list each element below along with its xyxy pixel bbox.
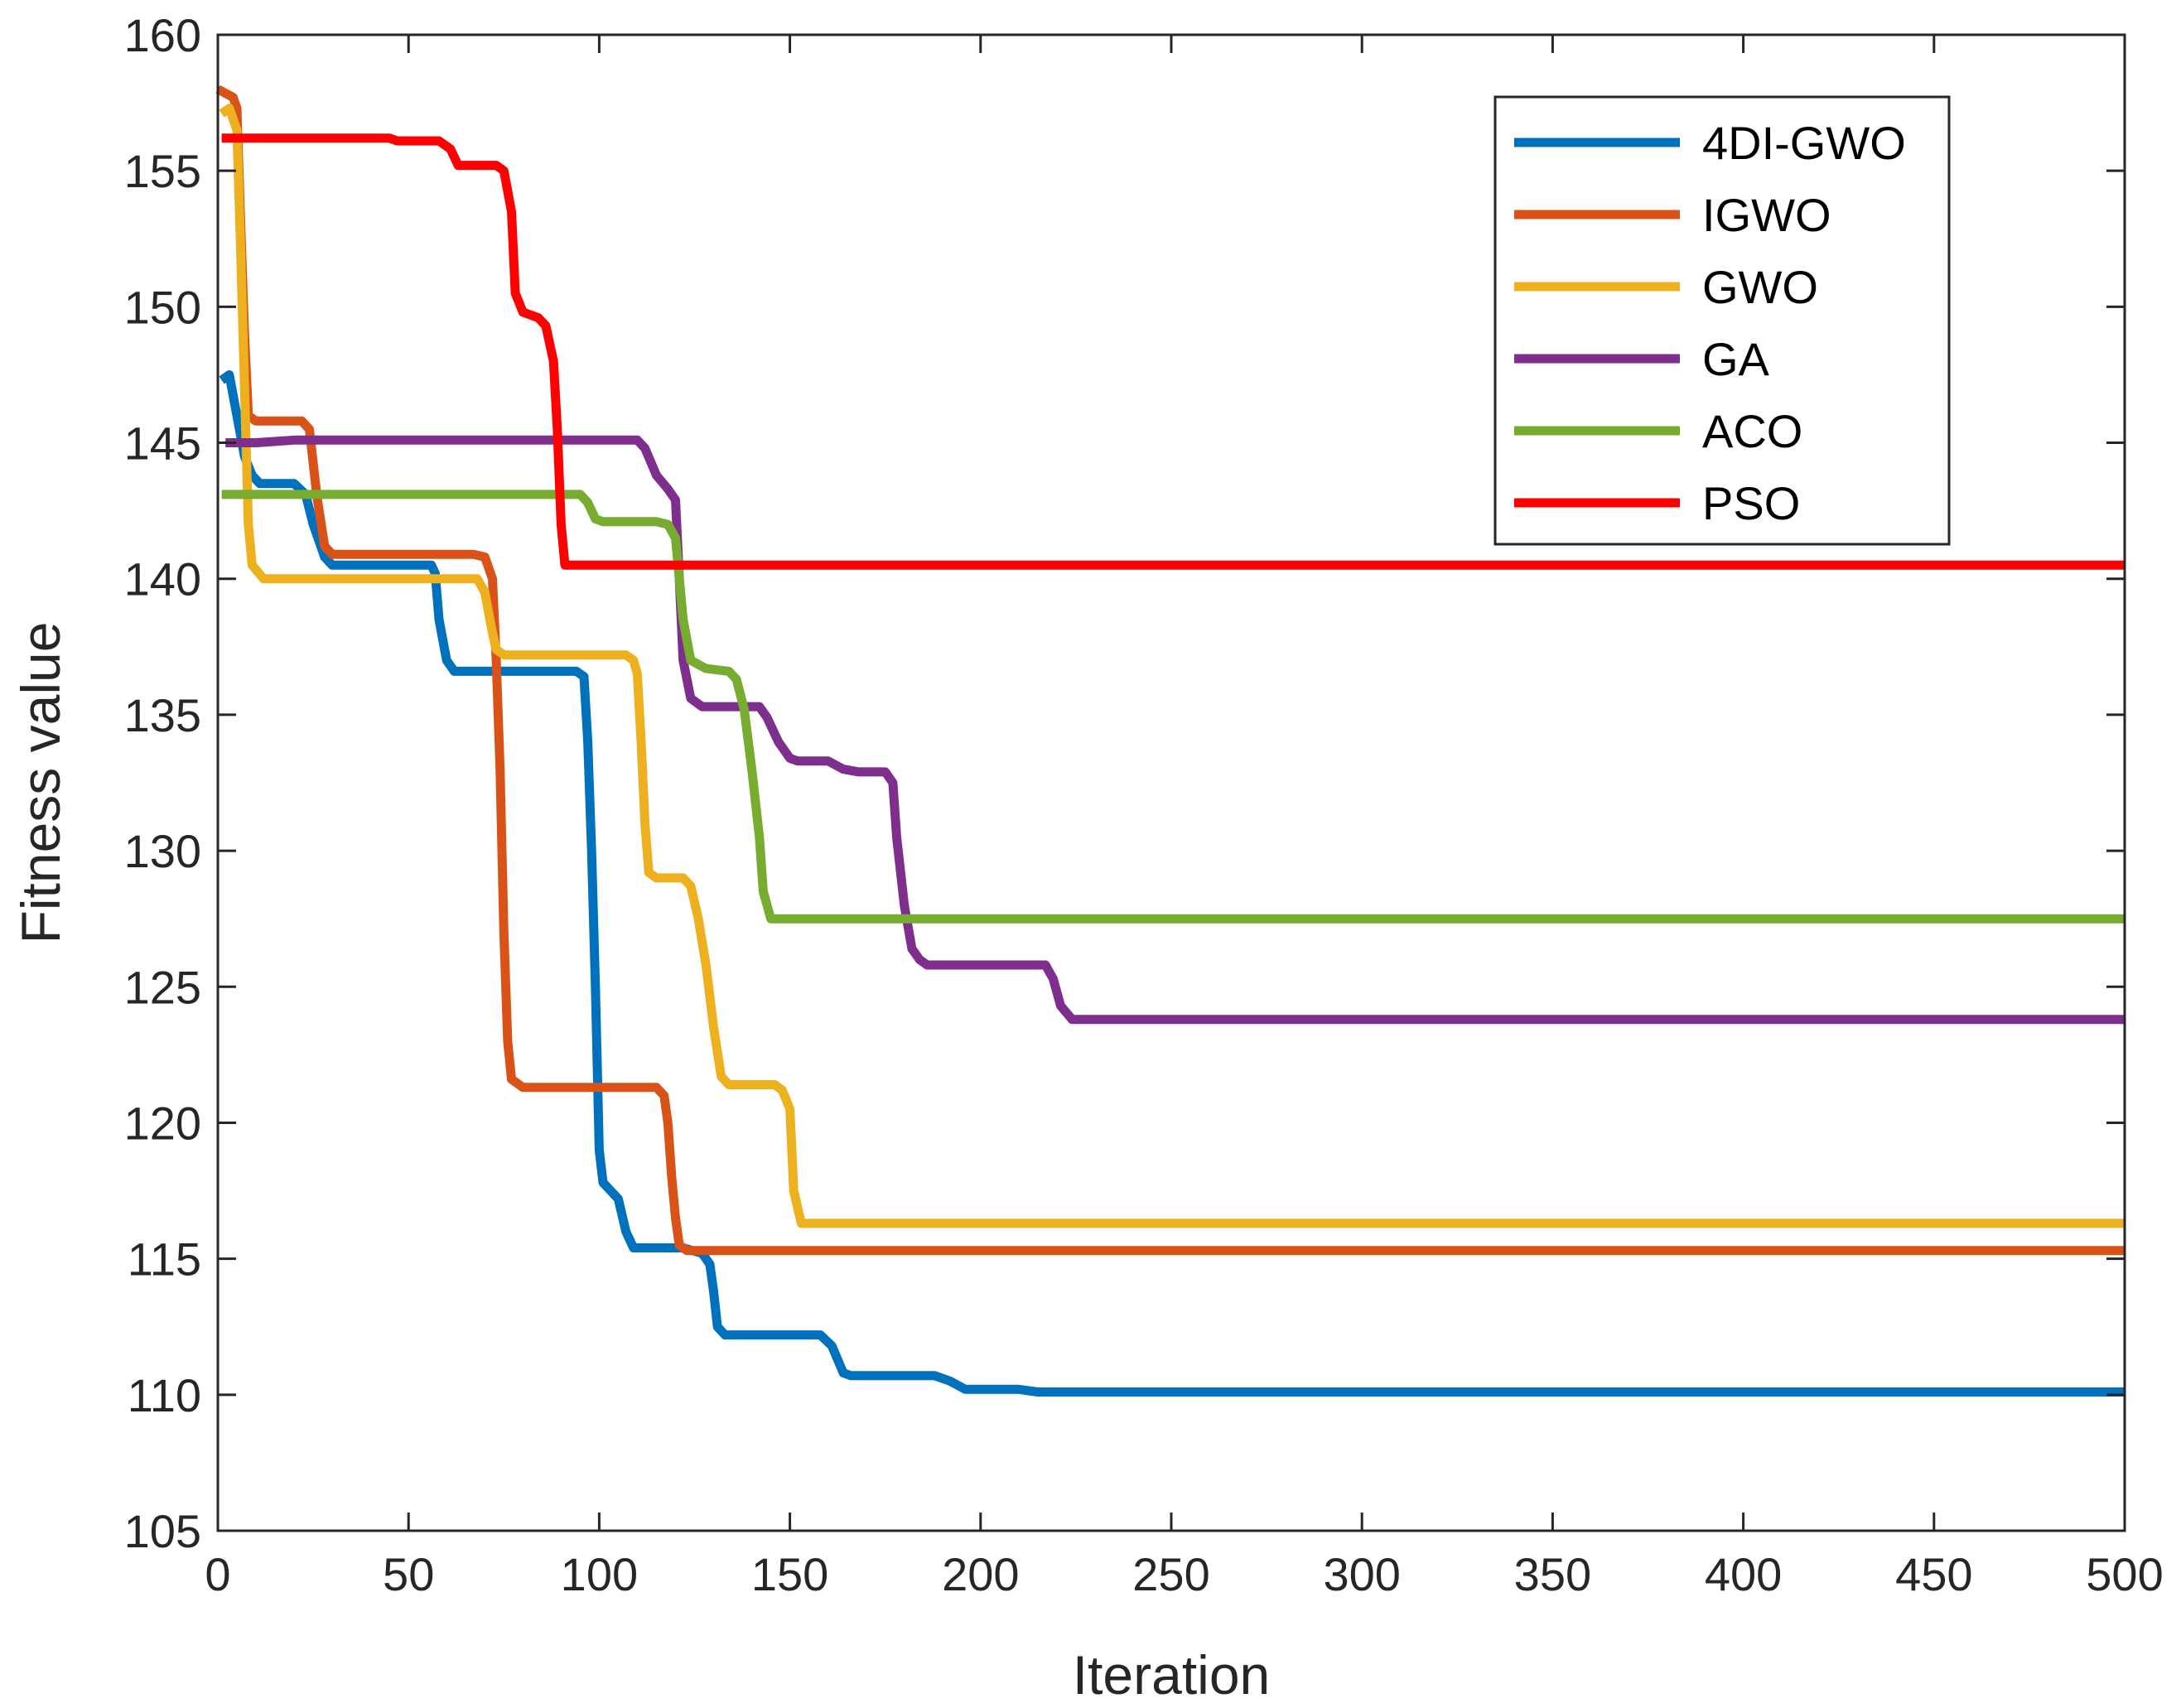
- series-line-gwo: [219, 104, 2125, 1228]
- x-tick-label: 50: [383, 1548, 434, 1600]
- x-tick-label: 100: [561, 1548, 638, 1600]
- y-tick-label: 135: [124, 689, 201, 741]
- legend-label: GA: [1702, 333, 1770, 385]
- y-tick-label: 115: [128, 1233, 201, 1286]
- y-axis-title: Fitness value: [10, 622, 71, 944]
- y-tick-label: 160: [124, 9, 201, 61]
- x-tick-label: 350: [1514, 1548, 1591, 1600]
- y-tick-label: 120: [124, 1097, 201, 1149]
- y-tick-label: 110: [128, 1369, 201, 1421]
- y-tick-label: 155: [124, 145, 201, 197]
- series-line-ga: [225, 435, 2125, 1025]
- legend-label: ACO: [1702, 405, 1802, 457]
- x-tick-label: 250: [1132, 1548, 1209, 1600]
- series-line-pso: [221, 133, 2125, 570]
- ticks-layer: 0 50 100 150 200 250 300 350 400 450 500 105 110 115 1…: [124, 9, 2164, 1600]
- x-tick-label: 150: [751, 1548, 828, 1600]
- legend-label: PSO: [1702, 477, 1800, 529]
- y-tick-label: 125: [124, 961, 201, 1013]
- y-tick-label: 105: [124, 1505, 201, 1557]
- x-tick-label: 200: [942, 1548, 1019, 1600]
- x-tick-label: 400: [1705, 1548, 1782, 1600]
- legend: 4DI-GWO IGWO GWO GA ACO PSO: [1493, 95, 1951, 546]
- legend-box: [1493, 95, 1951, 546]
- series-line-aco: [221, 490, 2125, 924]
- x-tick-label: 0: [205, 1548, 230, 1600]
- legend-label: IGWO: [1702, 189, 1831, 241]
- x-axis-title: Iteration: [1073, 1644, 1270, 1706]
- y-tick-label: 145: [124, 417, 201, 470]
- series-layer: [215, 84, 2125, 1397]
- y-tick-label: 130: [124, 825, 201, 877]
- legend-label: GWO: [1702, 261, 1818, 313]
- legend-label: 4DI-GWO: [1702, 117, 1906, 169]
- x-tick-label: 500: [2086, 1548, 2163, 1600]
- y-tick-label: 140: [124, 553, 201, 606]
- x-tick-label: 450: [1895, 1548, 1972, 1600]
- x-tick-label: 300: [1323, 1548, 1400, 1600]
- y-tick-label: 150: [124, 281, 201, 333]
